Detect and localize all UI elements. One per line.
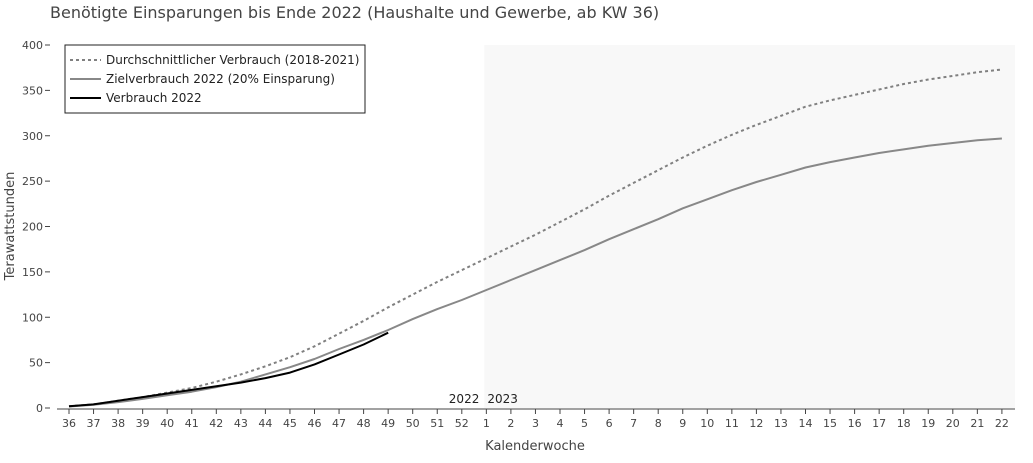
x-tick-label: 13 bbox=[774, 417, 788, 430]
y-tick-label: 100 bbox=[22, 311, 43, 324]
y-tick-label: 0 bbox=[36, 402, 43, 415]
x-tick-label: 4 bbox=[557, 417, 564, 430]
x-tick-label: 7 bbox=[630, 417, 637, 430]
x-tick-label: 46 bbox=[308, 417, 322, 430]
y-tick-label: 400 bbox=[22, 39, 43, 52]
x-tick-label: 17 bbox=[872, 417, 886, 430]
x-tick-label: 5 bbox=[581, 417, 588, 430]
x-tick-label: 41 bbox=[185, 417, 199, 430]
y-axis-ticks: 0 50 100 150 200 250 300 350 400 bbox=[22, 39, 50, 415]
y-tick-label: 50 bbox=[29, 357, 43, 370]
series-line-2 bbox=[68, 331, 389, 408]
y-axis-title: Terawattstunden bbox=[3, 172, 18, 282]
x-tick-label: 2 bbox=[507, 417, 514, 430]
legend-label-1: Zielverbrauch 2022 (20% Einsparung) bbox=[106, 72, 335, 86]
x-tick-label: 36 bbox=[62, 417, 76, 430]
legend-label-0: Durchschnittlicher Verbrauch (2018-2021) bbox=[106, 53, 359, 67]
x-tick-label: 6 bbox=[606, 417, 613, 430]
x-tick-label: 51 bbox=[430, 417, 444, 430]
x-tick-label: 37 bbox=[87, 417, 101, 430]
x-tick-label: 3 bbox=[532, 417, 539, 430]
year-labels: 2022 2023 bbox=[449, 392, 518, 406]
x-axis-title: Kalenderwoche bbox=[485, 439, 585, 454]
year-label-2022: 2022 bbox=[449, 392, 480, 406]
x-tick-label: 44 bbox=[258, 417, 272, 430]
legend-label-2: Verbrauch 2022 bbox=[106, 91, 202, 105]
y-tick-label: 150 bbox=[22, 266, 43, 279]
x-tick-label: 38 bbox=[111, 417, 125, 430]
series-layer bbox=[68, 68, 1003, 408]
y-tick-label: 350 bbox=[22, 84, 43, 97]
x-tick-label: 15 bbox=[823, 417, 837, 430]
x-tick-label: 42 bbox=[209, 417, 223, 430]
x-tick-label: 11 bbox=[725, 417, 739, 430]
x-tick-label: 1 bbox=[483, 417, 490, 430]
x-tick-label: 14 bbox=[799, 417, 813, 430]
y-tick-label: 200 bbox=[22, 221, 43, 234]
x-tick-label: 39 bbox=[136, 417, 150, 430]
x-tick-label: 20 bbox=[946, 417, 960, 430]
x-tick-label: 8 bbox=[655, 417, 662, 430]
x-tick-label: 43 bbox=[234, 417, 248, 430]
x-tick-label: 48 bbox=[357, 417, 371, 430]
y-tick-label: 300 bbox=[22, 130, 43, 143]
x-axis-ticks: 36 37 38 39 40 41 42 43 44 45 46 47 48 49 50 51 52 1 2 3 4 5 6… bbox=[62, 409, 1009, 430]
x-tick-label: 49 bbox=[381, 417, 395, 430]
year-label-2023: 2023 bbox=[487, 392, 518, 406]
x-tick-label: 52 bbox=[455, 417, 469, 430]
x-tick-label: 45 bbox=[283, 417, 297, 430]
shaded-region-2023 bbox=[484, 45, 1016, 408]
y-tick-label: 250 bbox=[22, 175, 43, 188]
x-tick-label: 12 bbox=[749, 417, 763, 430]
x-tick-label: 10 bbox=[700, 417, 714, 430]
chart-title: Benötigte Einsparungen bis Ende 2022 (Ha… bbox=[50, 3, 659, 22]
x-tick-label: 22 bbox=[995, 417, 1009, 430]
series-line-0 bbox=[68, 68, 1003, 408]
x-tick-label: 47 bbox=[332, 417, 346, 430]
legend-box bbox=[64, 44, 366, 114]
legend: Durchschnittlicher Verbrauch (2018-2021)… bbox=[64, 44, 366, 114]
x-tick-label: 19 bbox=[921, 417, 935, 430]
x-tick-label: 16 bbox=[848, 417, 862, 430]
x-tick-label: 9 bbox=[679, 417, 686, 430]
x-tick-label: 50 bbox=[406, 417, 420, 430]
x-tick-label: 18 bbox=[897, 417, 911, 430]
x-tick-label: 40 bbox=[160, 417, 174, 430]
x-tick-label: 21 bbox=[970, 417, 984, 430]
